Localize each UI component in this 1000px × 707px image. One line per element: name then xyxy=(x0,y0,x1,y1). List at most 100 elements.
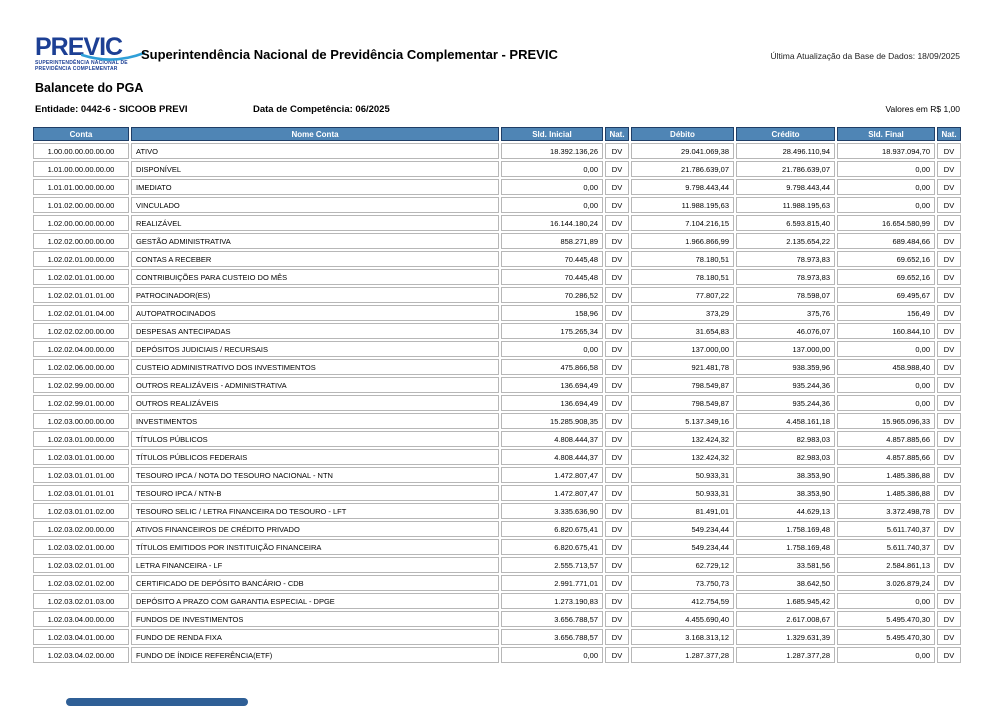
cell-credito: 1.758.169,48 xyxy=(736,539,835,555)
cell-nome-conta: ATIVO xyxy=(131,143,499,159)
cell-conta: 1.02.03.01.01.01.01 xyxy=(33,485,129,501)
cell-credito: 44.629,13 xyxy=(736,503,835,519)
cell-debito: 11.988.195,63 xyxy=(631,197,734,213)
cell-nat: DV xyxy=(605,341,629,357)
table-row: 1.02.02.99.01.00.00 OUTROS REALIZÁVEIS 136… xyxy=(33,395,961,411)
cell-sld-inicial: 2.555.713,57 xyxy=(501,557,603,573)
cell-nat: DV xyxy=(605,521,629,537)
cell-debito: 549.234,44 xyxy=(631,521,734,537)
cell-nome-conta: DESPESAS ANTECIPADAS xyxy=(131,323,499,339)
cell-conta: 1.02.02.01.01.01.00 xyxy=(33,287,129,303)
cell-conta: 1.02.02.01.00.00.00 xyxy=(33,251,129,267)
cell-conta: 1.02.02.00.00.00.00 xyxy=(33,233,129,249)
column-header-sld-inicial: Sld. Inicial xyxy=(501,127,603,141)
cell-sld-final: 4.857.885,66 xyxy=(837,431,935,447)
cell-nat: DV xyxy=(937,305,961,321)
table-row: 1.02.02.02.00.00.00 DESPESAS ANTECIPADAS 1… xyxy=(33,323,961,339)
cell-debito: 132.424,32 xyxy=(631,431,734,447)
table-row: 1.02.03.04.02.00.00 FUNDO DE ÍNDICE REFER… xyxy=(33,647,961,663)
cell-debito: 798.549,87 xyxy=(631,377,734,393)
cell-sld-inicial: 136.694,49 xyxy=(501,377,603,393)
cell-sld-final: 2.584.861,13 xyxy=(837,557,935,573)
column-header-conta: Conta xyxy=(33,127,129,141)
cell-nat: DV xyxy=(605,251,629,267)
cell-debito: 21.786.639,07 xyxy=(631,161,734,177)
cell-nat: DV xyxy=(605,629,629,645)
cell-sld-inicial: 0,00 xyxy=(501,197,603,213)
table-row: 1.02.03.01.01.00.00 TÍTULOS PÚBLICOS FEDE… xyxy=(33,449,961,465)
cell-sld-final: 0,00 xyxy=(837,647,935,663)
cell-sld-inicial: 0,00 xyxy=(501,341,603,357)
cell-nat: DV xyxy=(937,647,961,663)
cell-debito: 798.549,87 xyxy=(631,395,734,411)
table-row: 1.02.03.01.00.00.00 TÍTULOS PÚBLICOS 4.808… xyxy=(33,431,961,447)
cell-credito: 33.581,56 xyxy=(736,557,835,573)
cell-credito: 4.458.161,18 xyxy=(736,413,835,429)
cell-sld-inicial: 0,00 xyxy=(501,161,603,177)
cell-credito: 78.598,07 xyxy=(736,287,835,303)
cell-debito: 132.424,32 xyxy=(631,449,734,465)
cell-debito: 78.180,51 xyxy=(631,269,734,285)
cell-sld-final: 458.988,40 xyxy=(837,359,935,375)
cell-nome-conta: TESOURO IPCA / NTN-B xyxy=(131,485,499,501)
cell-debito: 81.491,01 xyxy=(631,503,734,519)
cell-nome-conta: TESOURO SELIC / LETRA FINANCEIRA DO TESO… xyxy=(131,503,499,519)
cell-nome-conta: TÍTULOS EMITIDOS POR INSTITUIÇÃO FINANCE… xyxy=(131,539,499,555)
cell-nome-conta: INVESTIMENTOS xyxy=(131,413,499,429)
cell-nome-conta: DEPÓSITO A PRAZO COM GARANTIA ESPECIAL -… xyxy=(131,593,499,609)
cell-nat: DV xyxy=(605,485,629,501)
cell-conta: 1.02.03.04.02.00.00 xyxy=(33,647,129,663)
cell-conta: 1.02.02.99.00.00.00 xyxy=(33,377,129,393)
table-row: 1.02.03.04.01.00.00 FUNDO DE RENDA FIXA 3.… xyxy=(33,629,961,645)
cell-nome-conta: TÍTULOS PÚBLICOS FEDERAIS xyxy=(131,449,499,465)
cell-nat: DV xyxy=(937,179,961,195)
cell-nat: DV xyxy=(605,557,629,573)
cell-sld-inicial: 136.694,49 xyxy=(501,395,603,411)
table-row: 1.02.03.02.01.03.00 DEPÓSITO A PRAZO COM … xyxy=(33,593,961,609)
cell-nat: DV xyxy=(605,503,629,519)
cell-credito: 137.000,00 xyxy=(736,341,835,357)
cell-sld-final: 5.611.740,37 xyxy=(837,539,935,555)
cell-nat: DV xyxy=(937,521,961,537)
report-title: Balancete do PGA xyxy=(35,81,144,95)
cell-nome-conta: DISPONÍVEL xyxy=(131,161,499,177)
cell-credito: 9.798.443,44 xyxy=(736,179,835,195)
currency-note: Valores em R$ 1,00 xyxy=(885,104,961,114)
column-header-nome-conta: Nome Conta xyxy=(131,127,499,141)
cell-credito: 2.135.654,22 xyxy=(736,233,835,249)
cell-sld-inicial: 4.808.444,37 xyxy=(501,431,603,447)
cell-conta: 1.02.03.02.01.03.00 xyxy=(33,593,129,609)
cell-debito: 73.750,73 xyxy=(631,575,734,591)
table-container: Conta Nome Conta Sld. Inicial Nat. Débito Cré… xyxy=(31,125,963,665)
table-row: 1.02.03.00.00.00.00 INVESTIMENTOS 15.285.9… xyxy=(33,413,961,429)
cell-sld-final: 69.495,67 xyxy=(837,287,935,303)
cell-sld-inicial: 0,00 xyxy=(501,179,603,195)
cell-credito: 38.642,50 xyxy=(736,575,835,591)
cell-sld-inicial: 1.472.807,47 xyxy=(501,467,603,483)
cell-nat: DV xyxy=(605,593,629,609)
previc-logo: PREVIC SUPERINTENDÊNCIA NACIONAL DE PREV… xyxy=(35,35,145,72)
table-row: 1.02.02.04.00.00.00 DEPÓSITOS JUDICIAIS /… xyxy=(33,341,961,357)
cell-sld-inicial: 2.991.771,01 xyxy=(501,575,603,591)
cell-debito: 3.168.313,12 xyxy=(631,629,734,645)
cell-nat: DV xyxy=(937,629,961,645)
cell-nat: DV xyxy=(605,197,629,213)
cell-nat: DV xyxy=(937,431,961,447)
cell-sld-inicial: 3.656.788,57 xyxy=(501,629,603,645)
cell-credito: 935.244,36 xyxy=(736,377,835,393)
table-row: 1.02.03.02.01.01.00 LETRA FINANCEIRA - LF… xyxy=(33,557,961,573)
cell-debito: 62.729,12 xyxy=(631,557,734,573)
cell-nome-conta: FUNDOS DE INVESTIMENTOS xyxy=(131,611,499,627)
cell-conta: 1.02.03.02.01.02.00 xyxy=(33,575,129,591)
cell-sld-inicial: 3.656.788,57 xyxy=(501,611,603,627)
cell-nat: DV xyxy=(937,143,961,159)
cell-nome-conta: IMEDIATO xyxy=(131,179,499,195)
cell-conta: 1.02.02.06.00.00.00 xyxy=(33,359,129,375)
cell-nat: DV xyxy=(605,611,629,627)
cell-credito: 21.786.639,07 xyxy=(736,161,835,177)
cell-conta: 1.02.03.00.00.00.00 xyxy=(33,413,129,429)
cell-nome-conta: FUNDO DE ÍNDICE REFERÊNCIA(ETF) xyxy=(131,647,499,663)
previc-logo-subtitle: SUPERINTENDÊNCIA NACIONAL DE PREVIDÊNCIA… xyxy=(35,60,145,72)
footer-bar xyxy=(66,698,248,706)
cell-nat: DV xyxy=(937,161,961,177)
